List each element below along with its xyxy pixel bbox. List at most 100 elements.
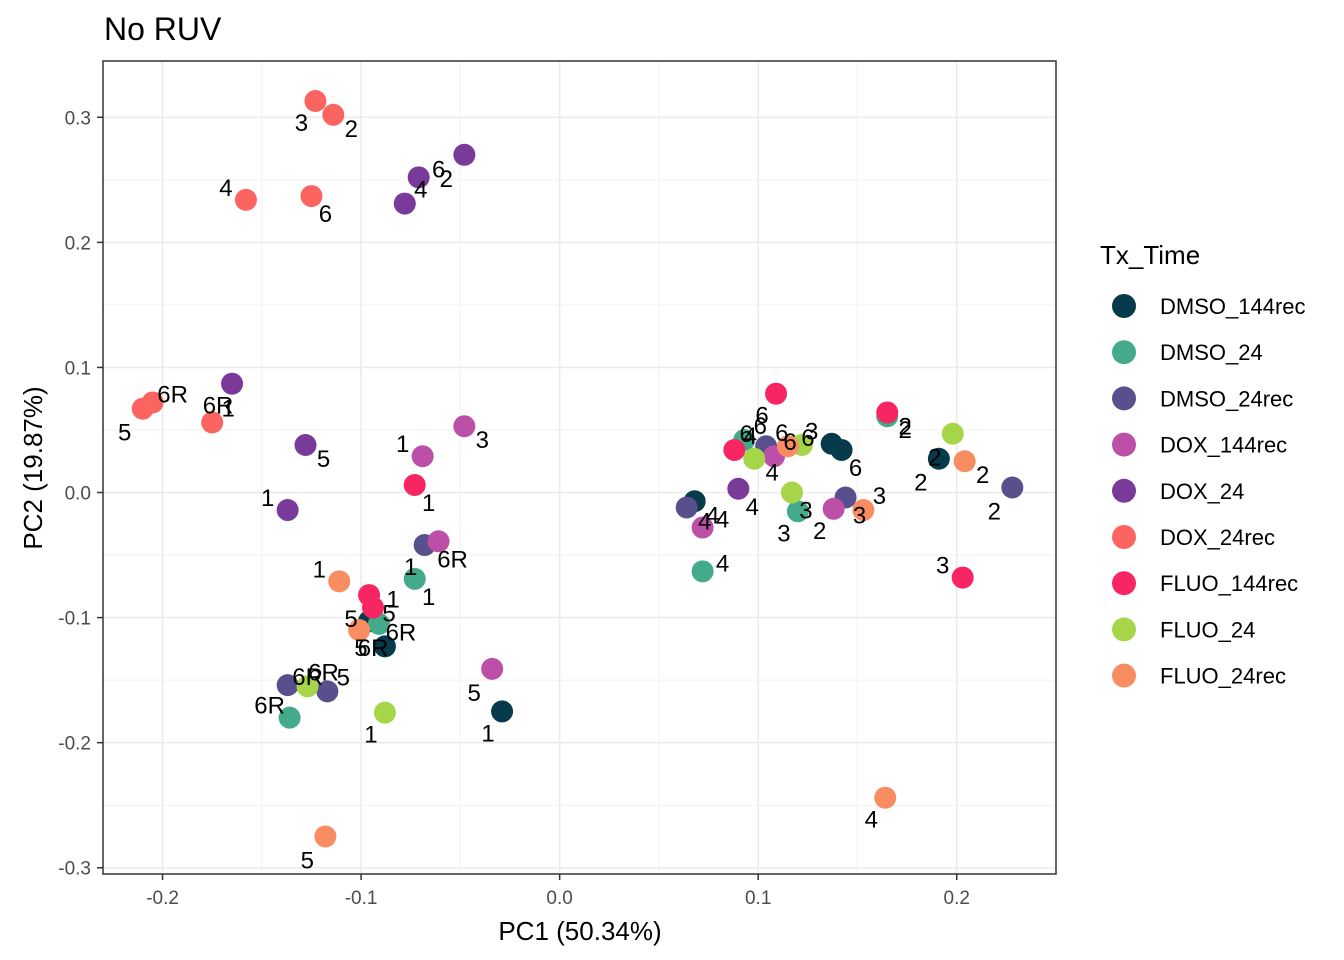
point-label: 3 — [799, 498, 812, 525]
point-label: 6 — [783, 429, 796, 456]
point-label: 6R — [157, 381, 188, 408]
data-point — [296, 675, 319, 698]
x-tick-label: -0.1 — [345, 888, 378, 909]
legend-label: FLUO_24rec — [1160, 664, 1286, 689]
point-label: 4 — [716, 507, 729, 534]
legend-key — [1112, 663, 1136, 688]
y-tick-label: -0.2 — [58, 734, 91, 755]
data-point — [427, 530, 450, 553]
data-point — [407, 166, 430, 189]
point-label: 3 — [777, 520, 790, 547]
legend-key — [1112, 432, 1136, 457]
point-label: 2 — [440, 166, 453, 193]
point-label: 6 — [775, 420, 788, 447]
point-label: 4 — [744, 423, 757, 450]
point-label: 2 — [813, 518, 826, 545]
point-label: 6R — [203, 393, 234, 420]
data-point — [362, 596, 385, 619]
data-point — [927, 447, 950, 470]
y-tick-label: -0.1 — [58, 609, 91, 630]
legend-title: Tx_Time — [1100, 240, 1200, 270]
point-label: 3 — [936, 553, 949, 580]
data-point — [294, 433, 317, 456]
x-tick-label: 0.2 — [944, 888, 970, 909]
data-point — [765, 382, 788, 405]
point-label: 6R — [308, 659, 339, 686]
data-point — [723, 438, 746, 461]
data-point — [743, 447, 766, 470]
point-label: 3 — [873, 483, 886, 510]
data-point — [776, 435, 799, 458]
y-tick-label: 0.0 — [65, 484, 91, 505]
point-label: 5 — [317, 446, 330, 473]
point-label: 6 — [319, 201, 332, 228]
legend-key — [1112, 340, 1136, 365]
point-label: 1 — [364, 722, 377, 749]
point-label: 6 — [849, 455, 862, 482]
data-point — [314, 825, 337, 848]
data-points — [131, 90, 1024, 848]
x-tick-label: 0.1 — [745, 888, 771, 909]
data-point — [304, 90, 327, 113]
chart-title: No RUV — [104, 11, 222, 47]
data-point — [373, 635, 396, 658]
point-label: 4 — [716, 550, 729, 577]
data-point — [1001, 476, 1024, 499]
point-label: 1 — [222, 395, 235, 422]
data-point — [411, 445, 434, 468]
point-label: 5 — [337, 664, 350, 691]
plot-panel — [102, 60, 1057, 875]
point-label: 4 — [706, 502, 719, 529]
legend-label: DOX_144rec — [1160, 433, 1287, 458]
data-point — [876, 401, 899, 424]
point-label: 2 — [928, 445, 941, 472]
legend-key — [1112, 617, 1136, 642]
x-axis: -0.2 -0.1 0.0 0.1 0.2 — [146, 874, 970, 909]
legend-label: DOX_24rec — [1160, 525, 1275, 550]
point-label: 1 — [422, 584, 435, 611]
legend-label: DMSO_144rec — [1160, 294, 1306, 319]
legend-key — [1112, 386, 1136, 411]
data-point — [491, 700, 514, 723]
data-point — [348, 619, 371, 642]
point-label: 3 — [805, 419, 818, 446]
data-point — [874, 786, 897, 809]
y-tick-label: -0.3 — [58, 859, 91, 880]
data-point — [322, 103, 345, 126]
legend-key — [1112, 571, 1136, 596]
data-point — [941, 422, 964, 445]
point-label: 2 — [976, 462, 989, 489]
data-point — [780, 481, 803, 504]
data-point — [276, 674, 299, 697]
point-label: 5 — [301, 847, 314, 874]
data-point — [234, 188, 257, 211]
legend-key — [1112, 294, 1136, 318]
data-point — [453, 415, 476, 438]
point-label: 5 — [344, 606, 357, 633]
x-tick-label: 0.0 — [546, 888, 572, 909]
point-label: 4 — [414, 177, 427, 204]
data-point — [727, 477, 750, 500]
data-point — [300, 185, 323, 208]
point-label: 1 — [313, 556, 326, 583]
point-label: 4 — [766, 460, 779, 487]
point-label: 1 — [261, 485, 274, 512]
data-point — [328, 570, 351, 593]
data-point — [691, 516, 714, 539]
point-label: 3 — [476, 427, 489, 454]
point-label: 4 — [698, 509, 711, 536]
legend-label: DMSO_24 — [1160, 340, 1263, 365]
point-label: 2 — [988, 499, 1001, 526]
point-label: 1 — [386, 587, 399, 614]
point-label: 4 — [746, 494, 759, 521]
legend-key — [1112, 525, 1136, 549]
point-label: 4 — [865, 807, 878, 834]
point-label: 5 — [118, 420, 131, 447]
legend-label: FLUO_144rec — [1160, 571, 1298, 596]
data-point — [221, 372, 244, 395]
panel-background — [103, 61, 1056, 874]
y-tick-label: 0.2 — [65, 233, 91, 254]
x-axis-title: PC1 (50.34%) — [498, 916, 661, 946]
y-tick-label: 0.1 — [65, 358, 91, 379]
